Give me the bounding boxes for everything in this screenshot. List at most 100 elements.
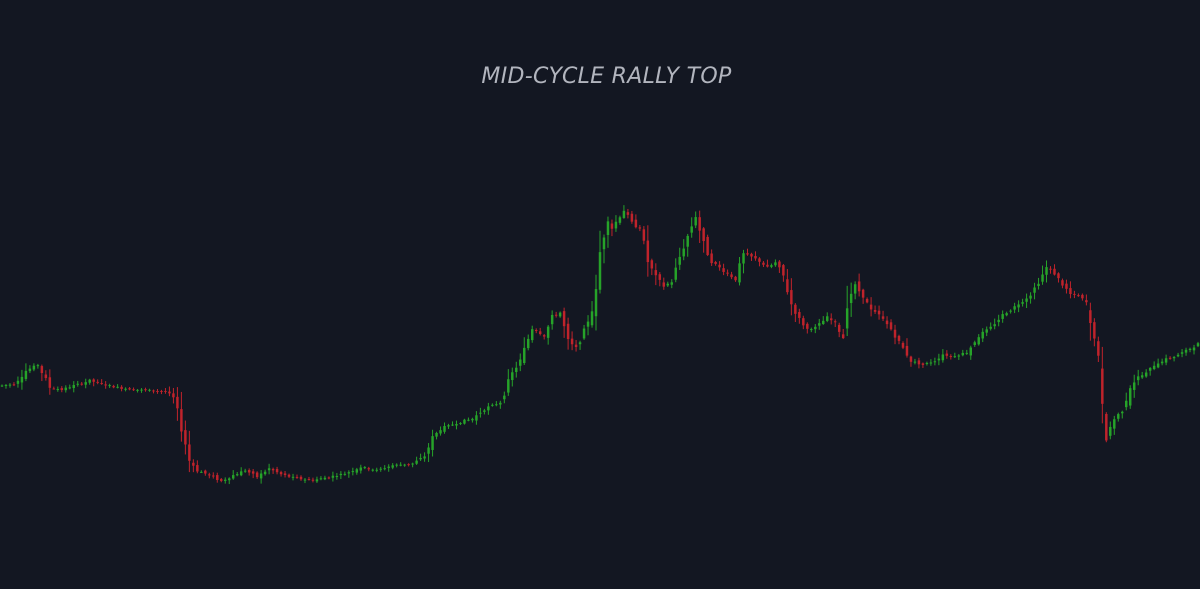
candle-body [929,362,933,364]
candle [981,328,984,343]
candle-body [259,473,263,479]
candle [1176,352,1180,358]
candle [88,378,91,385]
candle-body [682,248,685,257]
candle-body [343,473,347,475]
candle-body [52,388,56,390]
candle [1152,361,1156,371]
chart-title: MID-CYCLE RALLY TOP [481,64,732,89]
candle-body [714,262,717,264]
candle [558,311,562,318]
candle [921,362,925,368]
candle-body [574,344,578,348]
candle [538,327,542,336]
candle-body [845,308,849,329]
candle [283,471,287,478]
candle [670,279,673,289]
candle [1045,260,1048,283]
candle [961,349,965,357]
candle [818,318,821,330]
candle-body [8,384,12,386]
candle [407,463,410,467]
candle [742,249,745,274]
candle-body [698,217,701,231]
candle-body [68,387,72,389]
candle [562,307,566,338]
candle-body [921,363,925,365]
candle-body [216,475,219,480]
candle [678,247,681,270]
candle-body [734,276,737,281]
candle [12,382,16,387]
candle [499,400,502,409]
candle [128,387,131,391]
candle [487,402,490,415]
candle-body [503,395,506,400]
candle-body [634,219,638,228]
candle [1061,278,1064,289]
candle-body [387,466,390,468]
candle-body [1132,382,1136,390]
candle [355,467,359,475]
candle [1081,293,1084,301]
candle-body [873,310,877,312]
candle [650,258,654,276]
candle [136,389,139,393]
candle-body [44,374,48,379]
candle-body [515,367,518,372]
candle [554,311,558,318]
candle-body [534,330,538,332]
candle-body [247,470,251,473]
candle [8,383,12,388]
candle-body [1164,358,1168,363]
candle [734,275,737,282]
candle-body [530,329,534,341]
candle-body [411,463,414,465]
candle-body [251,471,255,474]
candle-body [909,356,913,362]
candle [642,226,646,245]
candle-body [323,477,327,480]
candle [96,379,99,385]
candle-body [1073,293,1076,295]
candle-body [184,430,187,445]
candle [192,459,195,473]
candle [957,354,961,360]
candle [1033,282,1036,300]
candle [1049,266,1052,274]
candle-body [1117,414,1120,419]
candle-body [598,252,602,290]
candle-body [283,473,287,475]
candle-body [1049,268,1052,270]
candle-body [913,361,917,363]
candle-body [702,228,705,242]
candle-body [678,256,681,265]
candle [837,322,841,338]
candle-body [778,261,781,268]
candle [243,468,247,473]
candle-body [965,352,969,354]
candle [578,340,582,350]
candle-body [156,391,159,393]
candle [897,334,901,345]
candle-body [196,465,199,472]
candle-body [993,324,996,327]
candle [1093,318,1096,347]
candle [530,325,534,343]
candle [1192,344,1196,355]
candle-body [375,469,378,471]
candle [826,312,829,323]
candle-body [1021,302,1024,304]
candle [4,384,8,389]
candle-body [762,262,765,265]
candle-body [331,475,335,478]
candle [953,352,957,359]
candle-body [1168,357,1172,359]
candle [379,466,382,472]
candle-body [833,321,837,323]
candle [267,463,271,475]
candle [634,214,638,229]
candle [618,215,622,225]
candle-body [877,310,881,315]
